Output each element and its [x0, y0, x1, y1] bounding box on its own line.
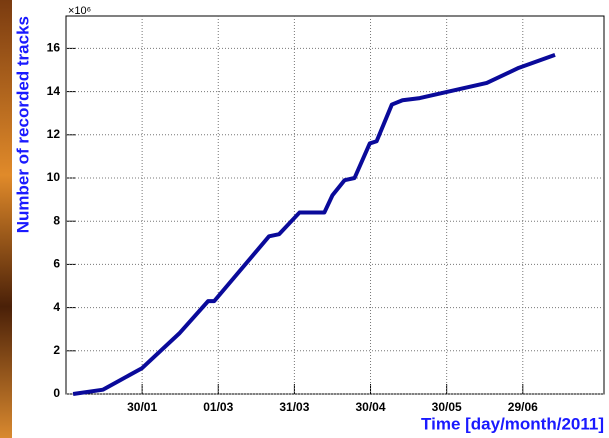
y-tick-label: 10	[47, 170, 61, 184]
y-tick-label: 16	[47, 41, 61, 55]
x-axis-title: Time [day/month/2011]	[421, 414, 604, 433]
y-tick-label: 0	[53, 386, 60, 400]
plot-frame	[66, 16, 604, 394]
y-axis-title: Number of recorded tracks	[13, 16, 32, 233]
decor-strip	[0, 0, 12, 438]
y-multiplier: ×10⁶	[68, 5, 91, 17]
y-tick-label: 8	[53, 213, 60, 227]
y-tick-label: 14	[47, 84, 61, 98]
y-tick-label: 12	[47, 127, 61, 141]
y-tick-label: 6	[53, 257, 60, 271]
x-tick-label: 30/01	[127, 400, 157, 414]
y-tick-label: 4	[53, 300, 60, 314]
x-tick-label: 29/06	[508, 400, 538, 414]
y-tick-label: 2	[53, 343, 60, 357]
x-tick-label: 31/03	[279, 400, 309, 414]
chart: ×10⁶ Time [day/month/2011] Number of rec…	[0, 0, 609, 438]
x-tick-label: 30/05	[432, 400, 462, 414]
x-tick-label: 30/04	[356, 400, 386, 414]
x-tick-label: 01/03	[203, 400, 233, 414]
